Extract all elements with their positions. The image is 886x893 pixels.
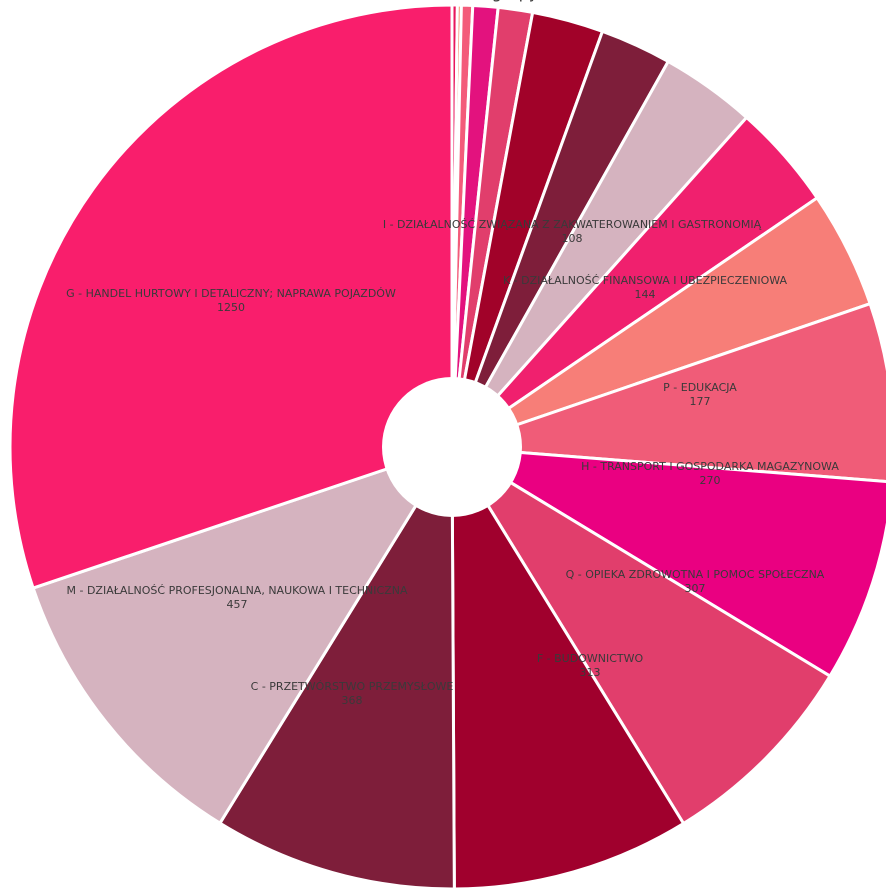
slice-value: 108 (562, 232, 583, 245)
slice-label: F - BUDOWNICTWO (537, 652, 644, 665)
slice-value: 368 (342, 694, 363, 707)
slice-label: C - PRZETWÓRSTWO PRZEMYSŁOWE (251, 680, 454, 693)
slice-value: 270 (700, 474, 721, 487)
slice-label: H - TRANSPORT I GOSPODARKA MAGAZYNOWA (581, 460, 839, 473)
slice-value: 144 (635, 288, 656, 301)
labels-group: I - DZIAŁALNOŚĆ ZWIĄZANA Z ZAKWATEROWANI… (66, 218, 839, 707)
pie-slice (8, 3, 454, 591)
slice-label: G - HANDEL HURTOWY I DETALICZNY; NAPRAWA… (66, 287, 396, 300)
pie-slice (31, 444, 456, 826)
slice-label: M - DZIAŁALNOŚĆ PROFESJONALNA, NAUKOWA I… (66, 584, 407, 597)
pie-slice (217, 441, 456, 891)
pie-slice (451, 445, 886, 679)
donut-hole (382, 377, 522, 517)
slices-group (8, 3, 886, 891)
chart-top-caption: grupy (492, 0, 539, 2)
slice-value: 1250 (217, 301, 245, 314)
slice-label: I - DZIAŁALNOŚĆ ZWIĄZANA Z ZAKWATEROWANI… (383, 218, 762, 231)
pie-slice (450, 445, 833, 826)
pie-slice (451, 301, 886, 483)
slice-label: Q - OPIEKA ZDROWOTNA I POMOC SPOŁECZNA (566, 568, 825, 581)
slice-label: K - DZIAŁALNOŚĆ FINANSOWA I UBEZPIECZENI… (503, 274, 788, 287)
slice-value: 307 (685, 582, 706, 595)
slice-value: 177 (690, 395, 711, 408)
slice-label: P - EDUKACJA (663, 381, 737, 394)
slice-value: 457 (227, 598, 248, 611)
slice-value: 313 (580, 666, 601, 679)
pie-slice (450, 441, 686, 891)
